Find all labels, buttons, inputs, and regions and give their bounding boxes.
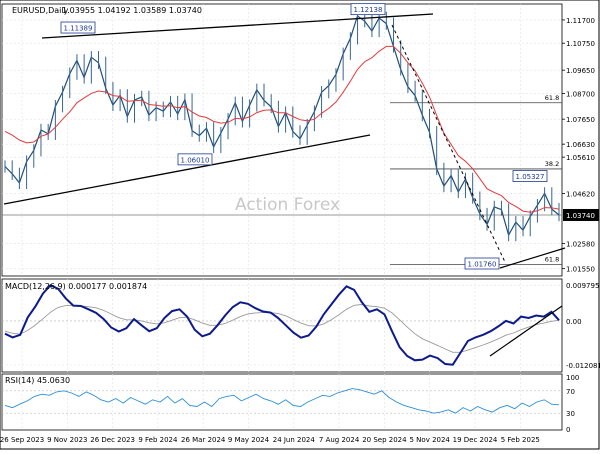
annotation-label: 1.06010 — [181, 156, 210, 164]
macd-series — [4, 283, 560, 366]
level-layer — [2, 102, 562, 265]
annotation-box — [464, 257, 500, 270]
macd-tick-label: -0.012081 — [566, 362, 600, 370]
upper-channel-line — [41, 13, 434, 39]
symbol-label: EURUSD,Daily — [12, 6, 69, 15]
fib-level-label: 61.8 — [545, 94, 559, 102]
x-tick-label: 9 Feb 2024 — [138, 436, 178, 444]
y-tick-label: 1.07650 — [566, 116, 595, 124]
macd-support-line — [489, 305, 563, 357]
macd-label: MACD(12,26,9) 0.000177 0.001874 — [5, 282, 147, 291]
x-tick-label: 26 Dec 2023 — [90, 436, 135, 444]
y-tick-label: 1.11700 — [566, 17, 595, 25]
y-tick-label: 1.01550 — [566, 266, 595, 274]
macd-tick-label: 0.009795 — [566, 282, 599, 290]
x-tick-label: 9 Nov 2023 — [47, 436, 87, 444]
rsi-tick-label: 0 — [566, 426, 570, 434]
price-close-series — [4, 15, 560, 237]
x-tick-label: 5 Nov 2024 — [410, 436, 451, 444]
panel-frame-price — [1, 3, 563, 277]
rsi-tick-label: 30 — [566, 410, 575, 418]
y-tick-label: 1.08700 — [566, 90, 595, 98]
label-layer: 26 Sep 2023 9 Nov 2023 26 Dec 2023 9 Feb 20… — [0, 3, 600, 444]
annotation-label: 1.11389 — [64, 25, 93, 33]
macd-signal-series — [4, 304, 560, 353]
x-tick-label: 9 May 2024 — [228, 436, 270, 444]
y-tick-label: 1.10750 — [566, 40, 595, 48]
falling-trendline — [391, 24, 506, 263]
trendline-layer — [3, 13, 566, 357]
y-tick-label: 1.02580 — [566, 240, 595, 248]
y-tick-label: 1.04620 — [566, 190, 595, 198]
watermark: Action Forex — [235, 195, 340, 215]
series-layer — [4, 9, 560, 414]
current-price-box — [563, 208, 599, 221]
current-price-label: 1.03740 — [566, 212, 595, 220]
lower-channel-line — [3, 134, 371, 205]
fib-level-label: 61.8 — [545, 255, 559, 263]
rsi-tick-label: 70 — [566, 388, 575, 396]
x-tick-label: 19 Dec 2024 — [453, 436, 498, 444]
rising-support-line — [499, 247, 566, 269]
fib-level-label: 38.2 — [545, 160, 559, 168]
y-tick-label: 1.06630 — [566, 141, 595, 149]
rsi-series — [4, 388, 560, 414]
panel-frame-macd — [1, 278, 563, 373]
x-tick-label: 7 Aug 2024 — [319, 436, 360, 444]
macd-tick-label: 0.00 — [566, 318, 582, 326]
ohlc-label: 1.03955 1.04192 1.03589 1.03740 — [62, 6, 202, 15]
annotation-box — [512, 170, 548, 182]
x-tick-label: 26 Sep 2023 — [0, 436, 44, 444]
x-tick-label: 24 Jun 2024 — [273, 436, 316, 444]
annotation-label: 1.05327 — [516, 173, 545, 181]
annotation-box — [177, 153, 213, 166]
x-tick-label: 26 Mar 2024 — [181, 436, 226, 444]
rsi-tick-label: 100 — [566, 374, 579, 382]
annotation-box — [350, 3, 386, 16]
annotation-label: 1.12138 — [354, 6, 383, 14]
ema-series — [4, 45, 560, 213]
annotation-box — [60, 21, 96, 34]
rsi-label: RSI(14) 45.0630 — [5, 376, 70, 385]
x-tick-label: 20 Sep 2024 — [362, 436, 407, 444]
panel-frame-rsi — [1, 373, 563, 431]
x-tick-label: 5 Feb 2025 — [501, 436, 540, 444]
y-tick-label: 1.09650 — [566, 67, 595, 75]
annotation-label: 1.01760 — [468, 261, 497, 269]
y-tick-label: 1.05610 — [566, 154, 595, 162]
